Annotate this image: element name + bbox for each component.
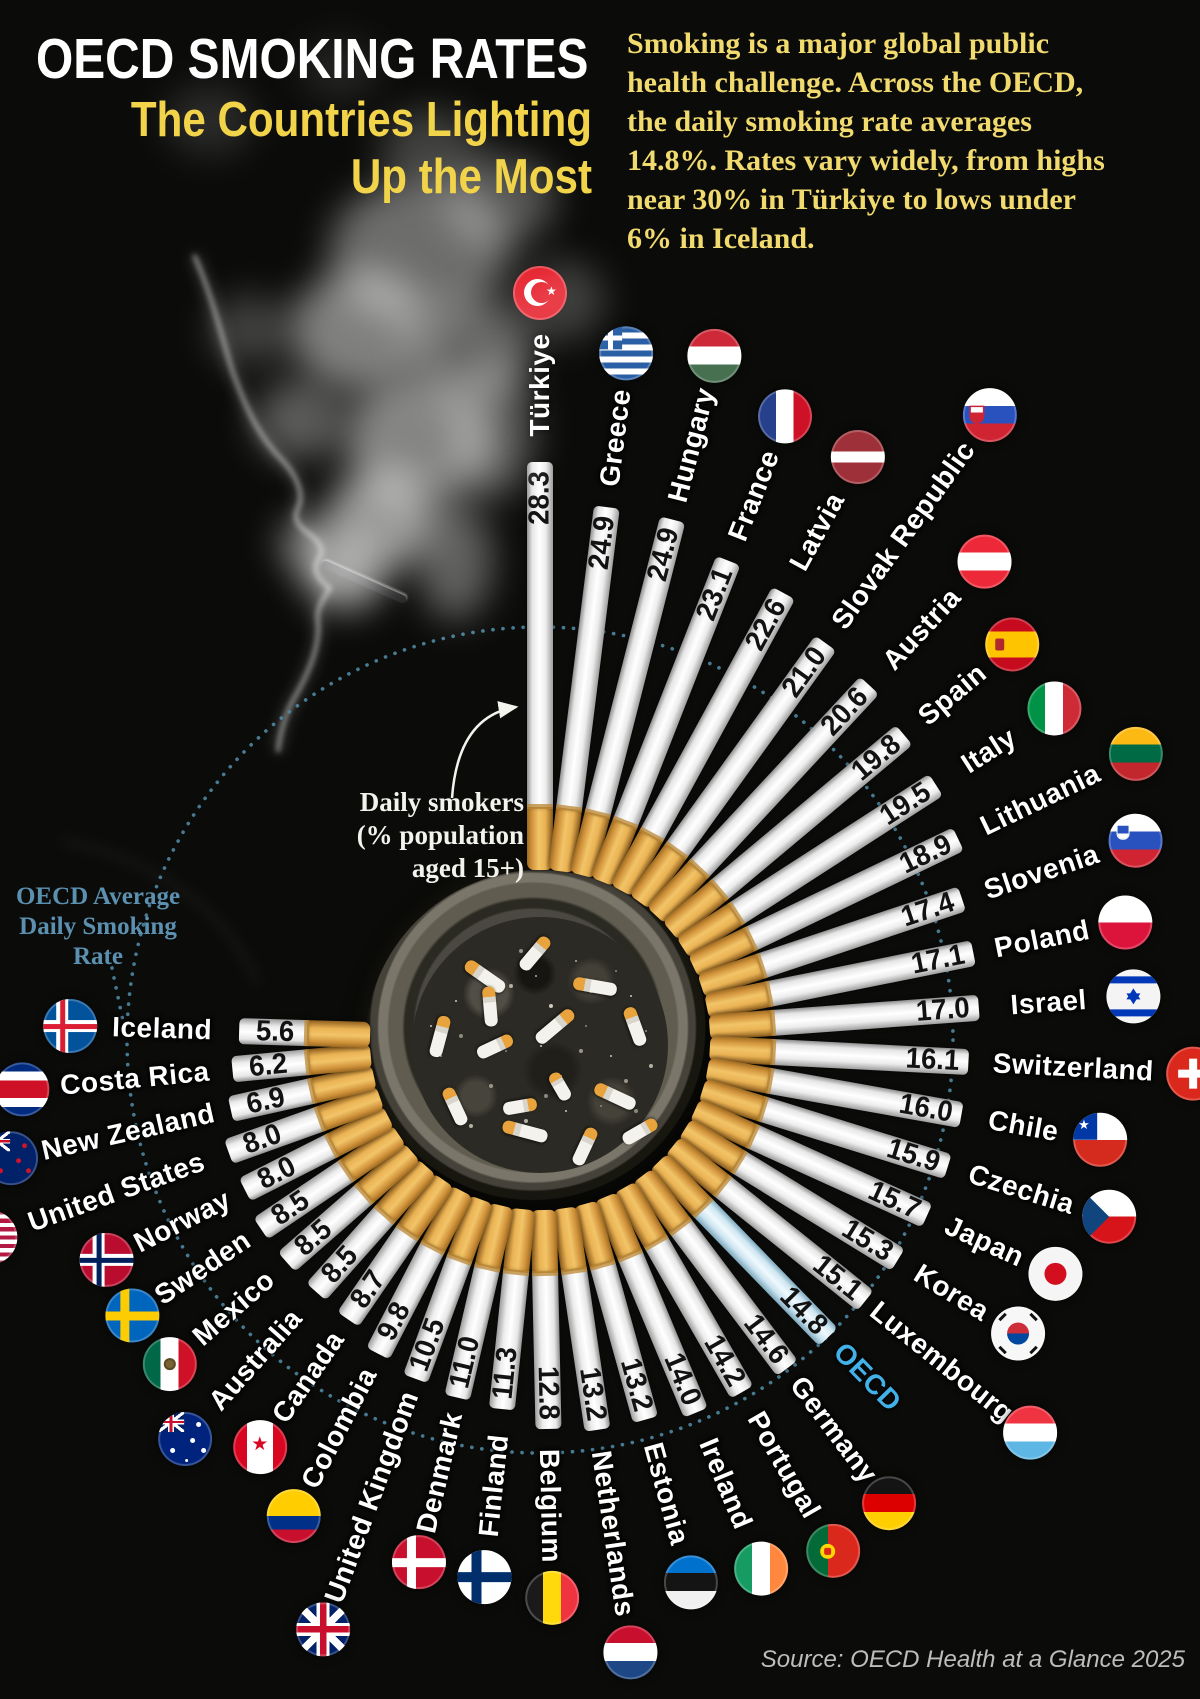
- smoke-blob: [325, 470, 435, 570]
- cigarette-filter: [306, 1020, 371, 1048]
- cigarette-filter: [530, 1209, 559, 1274]
- smoke-blob: [290, 270, 430, 390]
- flag-belgium-icon: [525, 1571, 580, 1626]
- oecd-avg-line-3: Rate: [73, 943, 123, 970]
- flag-detail: [391, 1557, 446, 1567]
- flag-detail: [1106, 976, 1161, 984]
- flag-detail: [531, 281, 552, 303]
- flag-poland-icon: [1097, 895, 1152, 950]
- flag-greece-icon: [599, 326, 654, 381]
- smoke-blob: [210, 295, 290, 365]
- flag-spain-icon: [984, 617, 1039, 672]
- cigarette-band: [532, 1270, 559, 1277]
- flag-estonia-icon: [663, 1555, 718, 1610]
- flag-t-rkiye-icon: ★: [513, 265, 567, 320]
- flag-luxembourg-icon: [1003, 1405, 1058, 1460]
- flag-detail: [21, 1143, 27, 1149]
- rim-light: [192, 254, 332, 753]
- flag-detail: [970, 406, 983, 422]
- flag-detail: [158, 1411, 185, 1432]
- flag-detail: [994, 638, 1004, 651]
- flag-detail: [998, 1312, 1007, 1322]
- flag-detail: ★: [1078, 1116, 1091, 1132]
- flag-sweden-icon: [105, 1288, 160, 1343]
- oecd-avg-line-2: Daily Smoking: [19, 913, 177, 940]
- flag-mexico-icon: [143, 1336, 198, 1391]
- smoke-blob: [408, 298, 532, 402]
- oecd-avg-line-1: OECD Average: [15, 883, 181, 910]
- subtitle-line-1: The Countries Lighting: [130, 93, 592, 147]
- flag-finland-icon: [457, 1549, 512, 1604]
- flag-detail: [1126, 993, 1141, 1005]
- flag-detail: [1117, 825, 1129, 839]
- daily-smokers-line-2: (% population: [356, 820, 524, 850]
- flag-czechia-icon: [1082, 1189, 1137, 1244]
- silhouette-cigarette: [320, 559, 408, 605]
- flag-iceland-icon: [42, 999, 97, 1054]
- flag-detail: [196, 1421, 202, 1427]
- rim-light-glow: [190, 253, 336, 753]
- page-subtitle: The Countries Lighting Up the Most: [83, 92, 592, 206]
- flag-germany-icon: [862, 1476, 917, 1531]
- flag-france-icon: [757, 389, 812, 444]
- flag-detail: [998, 1345, 1007, 1355]
- flag-portugal-icon: [806, 1524, 861, 1579]
- flag-detail: [457, 1571, 512, 1582]
- oecd-average-label: OECD Average Daily Smoking Rate: [8, 882, 188, 972]
- flag-slovenia-icon: [1108, 813, 1163, 868]
- smoke-blob: [255, 380, 345, 460]
- flag-latvia-icon: [830, 430, 885, 485]
- flag-ireland-icon: [734, 1541, 789, 1596]
- flag-korea-icon: [990, 1306, 1045, 1361]
- flag-austria-icon: [957, 534, 1012, 589]
- flag-united-kingdom-icon: [296, 1602, 351, 1657]
- flag-detail: [599, 326, 623, 350]
- value-iceland: 5.6: [255, 1015, 295, 1049]
- flag-detail: [1029, 1345, 1038, 1355]
- flag-slovak-republic-icon: [962, 387, 1017, 442]
- flag-detail: [42, 1023, 97, 1029]
- page-title: OECD SMOKING RATES: [36, 27, 589, 91]
- flag-colombia-icon: [266, 1488, 321, 1543]
- flag-new-zealand-icon: [0, 1131, 38, 1186]
- flag-detail: ★: [251, 1434, 269, 1456]
- source-credit: Source: OECD Health at a Glance 2025: [760, 1646, 1185, 1673]
- flag-detail: [1044, 1262, 1067, 1285]
- ash-specks: [540, 1045, 542, 1047]
- smoke-blob: [345, 375, 495, 505]
- flag-costa-rica-icon: [0, 1062, 50, 1117]
- flag-detail: [79, 1257, 134, 1263]
- flag-lithuania-icon: [1108, 727, 1163, 782]
- flag-japan-icon: [1028, 1246, 1083, 1301]
- flag-detail: [164, 1357, 177, 1370]
- flag-detail: [824, 1548, 832, 1556]
- flag-canada-icon: ★: [233, 1420, 288, 1475]
- flag-switzerland-icon: [1166, 1046, 1200, 1101]
- flag-detail: [1029, 1312, 1038, 1322]
- flag-detail: [1106, 1009, 1161, 1017]
- intro-paragraph: Smoking is a major global public health …: [627, 27, 1105, 255]
- flag-israel-icon: [1106, 969, 1161, 1024]
- flag-detail: [1082, 1189, 1110, 1244]
- daily-smokers-line-3: aged 15+): [411, 853, 524, 883]
- flag-denmark-icon: [391, 1535, 446, 1590]
- cigarette-band: [527, 804, 553, 809]
- flag-detail: [1178, 1069, 1200, 1078]
- label-netherlands: Netherlands: [585, 1448, 641, 1619]
- flag-detail: [105, 1310, 160, 1320]
- flag-italy-icon: [1027, 681, 1082, 736]
- subtitle-line-2: Up the Most: [350, 150, 592, 204]
- flag-norway-icon: [79, 1232, 134, 1287]
- smoke-blob: [417, 500, 493, 620]
- flag-hungary-icon: [687, 329, 742, 384]
- flag-detail: ★: [546, 283, 557, 298]
- flag-united-states-icon: [0, 1210, 18, 1265]
- flag-australia-icon: [158, 1411, 213, 1466]
- daily-smokers-annotation: Daily smokers (% population aged 15+): [300, 786, 524, 885]
- flag-detail: [1006, 1322, 1029, 1345]
- daily-smokers-line-1: Daily smokers: [359, 787, 524, 817]
- flag-chile-icon: ★: [1073, 1112, 1128, 1167]
- flag-detail: [0, 1131, 10, 1152]
